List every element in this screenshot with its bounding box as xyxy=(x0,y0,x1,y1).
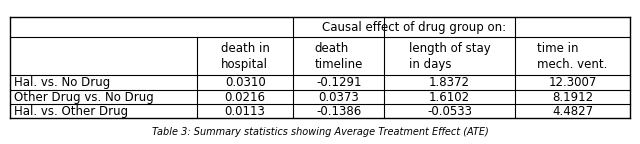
Text: Other Drug vs. No Drug: Other Drug vs. No Drug xyxy=(14,91,154,104)
Text: Causal effect of drug group on:: Causal effect of drug group on: xyxy=(321,21,506,34)
Text: length of stay
in days: length of stay in days xyxy=(408,42,490,71)
Text: time in
mech. vent.: time in mech. vent. xyxy=(538,42,608,71)
Text: Hal. vs. No Drug: Hal. vs. No Drug xyxy=(14,76,110,89)
Text: death in
hospital: death in hospital xyxy=(221,42,269,71)
Text: 4.4827: 4.4827 xyxy=(552,105,593,118)
Text: 1.8372: 1.8372 xyxy=(429,76,470,89)
Text: death
timeline: death timeline xyxy=(314,42,363,71)
Text: 1.6102: 1.6102 xyxy=(429,91,470,104)
Text: Hal. vs. Other Drug: Hal. vs. Other Drug xyxy=(14,105,128,118)
Text: Table 3: Summary statistics showing Average Treatment Effect (ATE): Table 3: Summary statistics showing Aver… xyxy=(152,127,488,137)
Text: 0.0310: 0.0310 xyxy=(225,76,266,89)
Text: -0.1291: -0.1291 xyxy=(316,76,362,89)
Text: 8.1912: 8.1912 xyxy=(552,91,593,104)
Text: 0.0113: 0.0113 xyxy=(225,105,266,118)
Text: -0.1386: -0.1386 xyxy=(316,105,362,118)
Text: -0.0533: -0.0533 xyxy=(427,105,472,118)
Text: 0.0373: 0.0373 xyxy=(318,91,359,104)
Text: 0.0216: 0.0216 xyxy=(225,91,266,104)
Text: 12.3007: 12.3007 xyxy=(548,76,597,89)
